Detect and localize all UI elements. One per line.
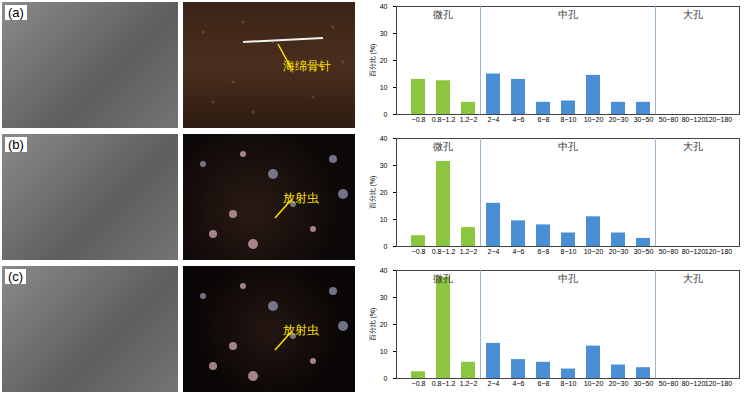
svg-text:20: 20: [380, 57, 388, 64]
svg-text:40: 40: [380, 3, 388, 10]
svg-text:10: 10: [380, 348, 388, 355]
html-text:放射虫: 放射虫: [283, 323, 319, 337]
svg-text:80~120: 80~120: [682, 248, 706, 255]
svg-text:40: 40: [380, 267, 388, 274]
svg-text:120~180: 120~180: [705, 380, 733, 387]
svg-text:6~8: 6~8: [538, 380, 550, 387]
svg-text:2~4: 2~4: [488, 248, 500, 255]
svg-text:20~30: 20~30: [609, 380, 629, 387]
svg-text:80~120: 80~120: [682, 380, 706, 387]
svg-text:2~4: 2~4: [488, 116, 500, 123]
svg-text:8~10: 8~10: [561, 380, 577, 387]
svg-text:~0.8: ~0.8: [412, 248, 426, 255]
svg-text:10: 10: [380, 216, 388, 223]
svg-text:大孔: 大孔: [683, 273, 703, 284]
svg-text:6~8: 6~8: [538, 116, 550, 123]
svg-text:4~6: 4~6: [513, 116, 525, 123]
svg-text:1.2~2: 1.2~2: [460, 248, 478, 255]
svg-text:1.2~2: 1.2~2: [460, 116, 478, 123]
svg-text:20~30: 20~30: [609, 248, 629, 255]
svg-text:~0.8: ~0.8: [412, 380, 426, 387]
svg-text:20: 20: [380, 189, 388, 196]
svg-text:30~50: 30~50: [634, 116, 654, 123]
svg-text:中孔: 中孔: [558, 141, 578, 152]
svg-text:微孔: 微孔: [433, 273, 453, 284]
svg-text:120~180: 120~180: [705, 116, 733, 123]
svg-text:120~180: 120~180: [705, 248, 733, 255]
svg-text:30~50: 30~50: [634, 248, 654, 255]
svg-text:30~50: 30~50: [634, 380, 654, 387]
svg-text:30: 30: [380, 162, 388, 169]
svg-text:中孔: 中孔: [558, 273, 578, 284]
html-text:海绵骨针: 海绵骨针: [283, 59, 331, 73]
svg-text:20~30: 20~30: [609, 116, 629, 123]
svg-text:微孔: 微孔: [433, 9, 453, 20]
svg-text:20: 20: [380, 321, 388, 328]
svg-text:8~10: 8~10: [561, 248, 577, 255]
svg-text:4~6: 4~6: [513, 380, 525, 387]
svg-text:40: 40: [380, 135, 388, 142]
svg-text:50~80: 50~80: [659, 248, 679, 255]
svg-text:微孔: 微孔: [433, 141, 453, 152]
svg-text:1.2~2: 1.2~2: [460, 380, 478, 387]
svg-text:10~20: 10~20: [584, 380, 604, 387]
svg-text:0.8~1.2: 0.8~1.2: [432, 116, 456, 123]
svg-text:百分比 (%): 百分比 (%): [369, 308, 377, 342]
svg-text:30: 30: [380, 30, 388, 37]
svg-text:0: 0: [384, 243, 388, 250]
html-text:(c): (c): [8, 269, 24, 284]
svg-text:30: 30: [380, 294, 388, 301]
svg-text:50~80: 50~80: [659, 116, 679, 123]
svg-text:10~20: 10~20: [584, 116, 604, 123]
svg-text:10~20: 10~20: [584, 248, 604, 255]
svg-text:50~80: 50~80: [659, 380, 679, 387]
svg-text:0: 0: [384, 111, 388, 118]
html-text:(a): (a): [8, 5, 24, 20]
svg-text:~0.8: ~0.8: [412, 116, 426, 123]
svg-text:10: 10: [380, 84, 388, 91]
svg-text:80~120: 80~120: [682, 116, 706, 123]
svg-text:百分比 (%): 百分比 (%): [369, 44, 377, 78]
svg-text:0.8~1.2: 0.8~1.2: [432, 380, 456, 387]
svg-text:0.8~1.2: 0.8~1.2: [432, 248, 456, 255]
svg-text:中孔: 中孔: [558, 9, 578, 20]
svg-text:8~10: 8~10: [561, 116, 577, 123]
svg-text:大孔: 大孔: [683, 141, 703, 152]
html-text:放射虫: 放射虫: [283, 191, 319, 205]
svg-text:4~6: 4~6: [513, 248, 525, 255]
svg-text:6~8: 6~8: [538, 248, 550, 255]
svg-text:大孔: 大孔: [683, 9, 703, 20]
svg-text:百分比 (%): 百分比 (%): [369, 176, 377, 210]
html-text:(b): (b): [8, 137, 24, 152]
svg-text:0: 0: [384, 375, 388, 382]
svg-text:2~4: 2~4: [488, 380, 500, 387]
